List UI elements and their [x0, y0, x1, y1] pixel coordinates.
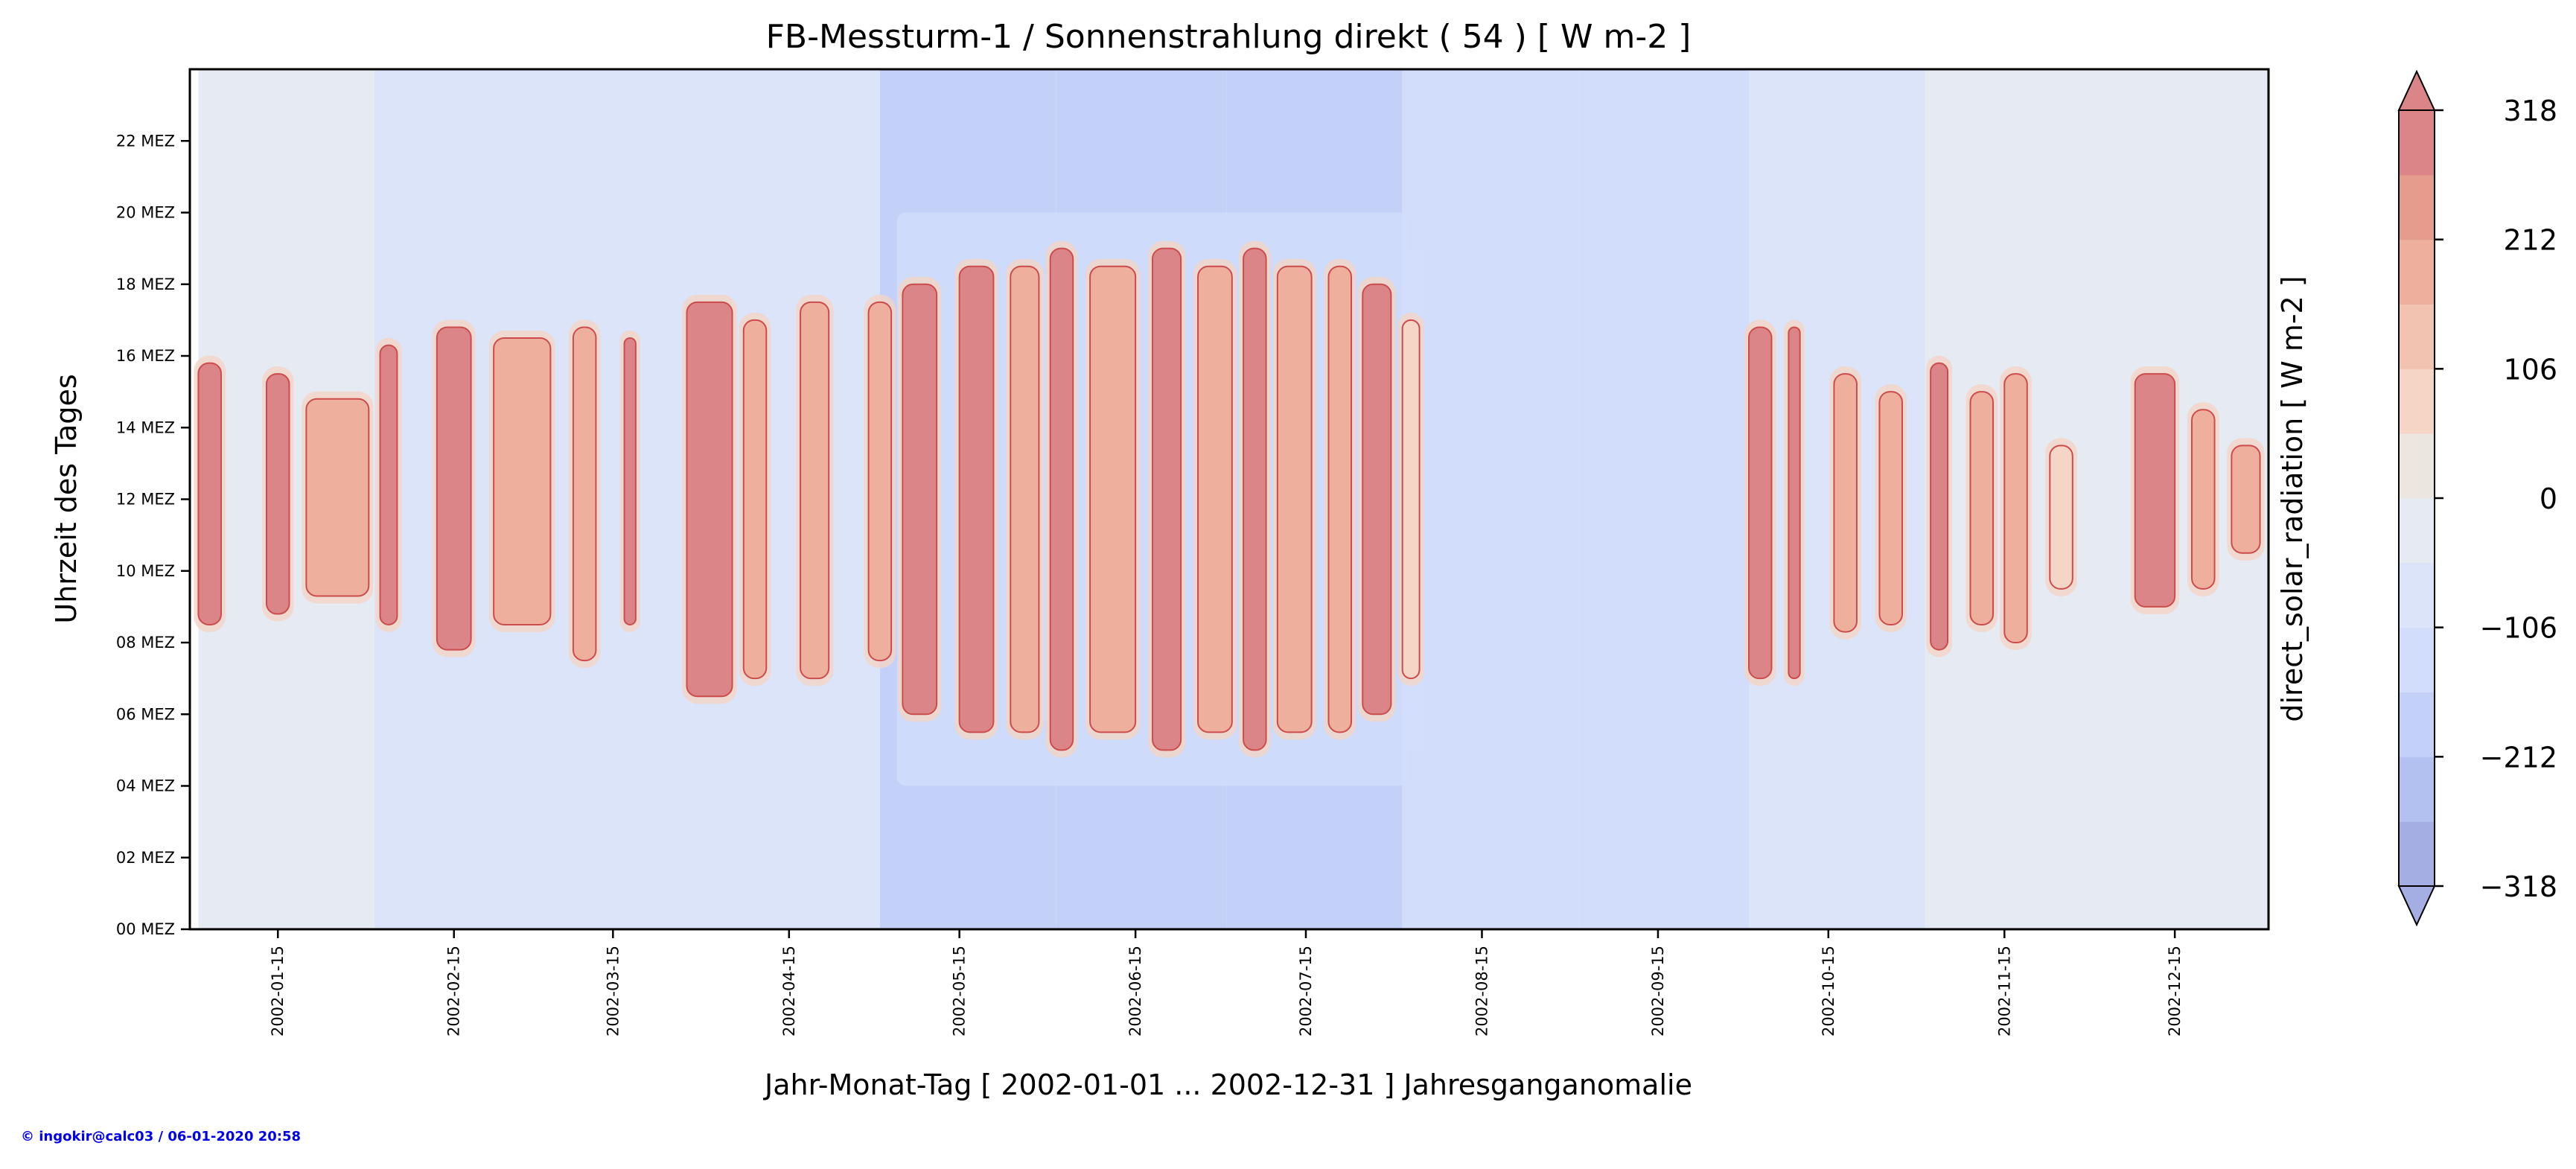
sunny-period — [2191, 409, 2216, 590]
x-axis: 2002-01-15 2002-02-15 2002-03-15 2002-04-15… — [269, 929, 2184, 1036]
chart-title: FB-Messturm-1 / Sonnenstrahlung direkt (… — [766, 18, 1692, 56]
colorbar-segment — [2399, 756, 2435, 822]
sunny-period — [1930, 362, 1948, 651]
y-tick-label: 02 MEZ — [116, 849, 175, 867]
sunny-period — [1089, 265, 1137, 733]
colorbar-tick-label: 106 — [2503, 353, 2557, 386]
heatmap-area — [190, 69, 2269, 929]
x-tick-label: 2002-12-15 — [2166, 946, 2184, 1036]
sunny-period — [686, 301, 733, 698]
colorbar-segment — [2399, 433, 2435, 499]
sunny-period — [902, 283, 938, 716]
sunny-period — [1362, 283, 1392, 716]
sunny-period — [1788, 326, 1801, 680]
sunny-period — [1748, 326, 1773, 680]
x-tick-label: 2002-09-15 — [1649, 946, 1667, 1036]
x-tick-label: 2002-04-15 — [780, 946, 798, 1036]
colorbar-segment — [2399, 498, 2435, 564]
colorbar-tick-label: −318 — [2480, 870, 2557, 903]
colorbar-tick-label: 318 — [2503, 95, 2557, 127]
sunny-period — [1276, 265, 1313, 733]
sunny-period — [1243, 247, 1267, 751]
x-tick-label: 2002-01-15 — [269, 946, 287, 1036]
y-tick-label: 04 MEZ — [116, 777, 175, 795]
y-tick-label: 18 MEZ — [116, 275, 175, 293]
colorbar-segment — [2399, 304, 2435, 369]
sunny-period — [265, 373, 290, 615]
night-anomaly-block — [710, 69, 880, 929]
colorbar-segment — [2399, 110, 2435, 176]
sunny-period — [305, 398, 370, 597]
y-tick-label: 16 MEZ — [116, 347, 175, 365]
sunny-period — [2134, 373, 2176, 608]
x-tick-label: 2002-07-15 — [1297, 946, 1315, 1036]
colorbar-tick-label: −212 — [2480, 741, 2557, 774]
y-tick-label: 06 MEZ — [116, 705, 175, 723]
sunny-period — [1401, 319, 1421, 680]
sunny-period — [1969, 391, 1995, 625]
colorbar-segment — [2399, 627, 2435, 692]
sunny-period — [1833, 373, 1858, 633]
y-tick-label: 08 MEZ — [116, 634, 175, 652]
x-tick-label: 2002-08-15 — [1473, 946, 1491, 1036]
x-tick-label: 2002-11-15 — [1995, 946, 2013, 1036]
sunny-period — [2231, 445, 2261, 554]
x-tick-label: 2002-10-15 — [1820, 946, 1837, 1036]
colorbar-segment — [2399, 692, 2435, 757]
y-tick-label: 20 MEZ — [116, 204, 175, 222]
colorbar-extend-max — [2397, 69, 2436, 111]
sunny-period — [436, 326, 472, 651]
sunny-period — [958, 265, 995, 733]
sunny-period — [2003, 373, 2028, 643]
sunny-period — [1197, 265, 1233, 733]
colorbar-segment — [2399, 174, 2435, 241]
colorbar-label: direct_solar_radiation [ W m-2 ] — [2276, 275, 2309, 722]
sunny-period — [572, 326, 597, 662]
sunny-period — [1327, 265, 1353, 733]
sunny-period — [197, 362, 222, 625]
x-axis-label: Jahr-Monat-Tag [ 2002-01-01 ... 2002-12-… — [763, 1068, 1692, 1101]
x-tick-label: 2002-06-15 — [1126, 946, 1144, 1036]
colorbar-segment — [2399, 369, 2435, 434]
sunny-period — [379, 344, 398, 625]
sunny-period — [800, 301, 830, 680]
colorbar-segment — [2399, 821, 2435, 887]
colorbar: −318 −212 −106 0 106 212 318 — [2397, 69, 2557, 927]
sunny-period — [1878, 391, 1903, 625]
y-tick-label: 14 MEZ — [116, 418, 175, 436]
sunny-period — [493, 337, 552, 625]
sunny-period — [2049, 445, 2073, 590]
colorbar-extend-min — [2397, 885, 2436, 927]
y-tick-label: 10 MEZ — [116, 562, 175, 580]
x-tick-label: 2002-02-15 — [445, 946, 463, 1036]
sunny-period — [1049, 247, 1074, 751]
colorbar-tick-label: 212 — [2503, 224, 2557, 257]
colorbar-tick-label: −106 — [2480, 612, 2557, 645]
sunny-period — [1010, 265, 1040, 733]
sunny-period — [1152, 247, 1182, 751]
colorbar-segment — [2399, 562, 2435, 628]
night-anomaly-block — [1578, 69, 1749, 929]
y-tick-label: 00 MEZ — [116, 920, 175, 938]
y-axis-label: Uhrzeit des Tages — [50, 374, 83, 623]
night-anomaly-block — [1402, 69, 1579, 929]
sunny-period — [867, 301, 893, 662]
copyright-note: © ingokir@calc03 / 06-01-2020 20:58 — [21, 1129, 302, 1144]
x-tick-label: 2002-03-15 — [604, 946, 622, 1036]
colorbar-tick-label: 0 — [2540, 482, 2557, 515]
sunny-period — [742, 319, 768, 680]
y-tick-label: 12 MEZ — [116, 491, 175, 509]
x-tick-label: 2002-05-15 — [951, 946, 969, 1036]
sunny-period — [623, 337, 637, 625]
y-axis: 00 MEZ 02 MEZ 04 MEZ 06 MEZ 08 MEZ 10 MEZ 12 M… — [116, 132, 190, 938]
y-tick-label: 22 MEZ — [116, 132, 175, 150]
colorbar-segment — [2399, 239, 2435, 305]
